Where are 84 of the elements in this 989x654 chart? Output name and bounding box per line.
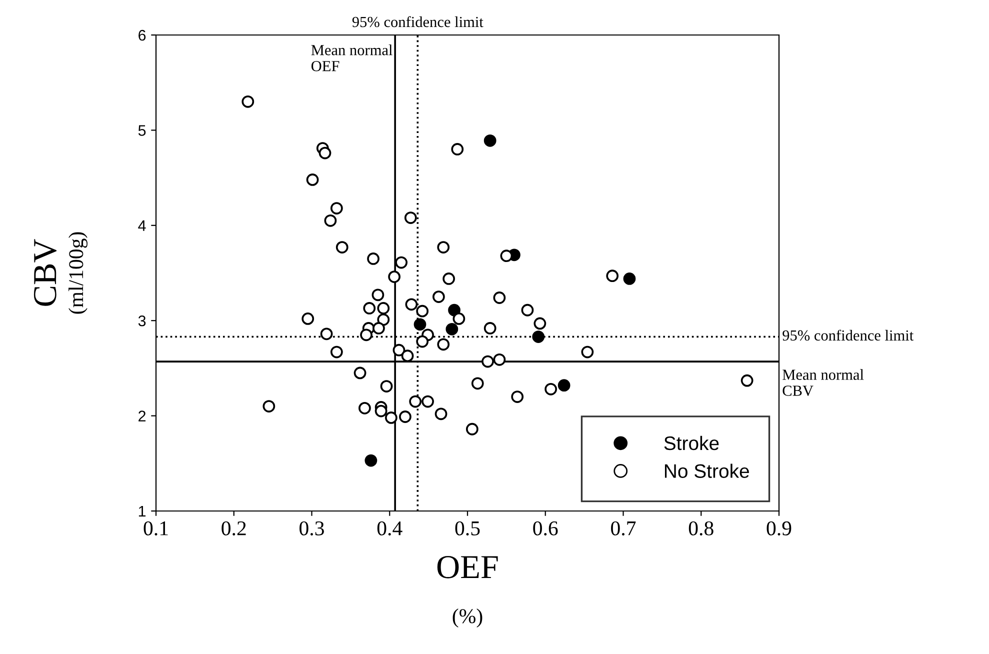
point [302,312,314,325]
point [532,330,545,343]
x-tick-label: 0.9 [766,521,792,536]
point [581,346,594,358]
ref-line-label: 95% confidence limit [352,16,484,28]
point [452,312,466,325]
y-tick-label: 2 [138,410,146,422]
point [558,379,570,392]
point [414,318,426,331]
x-tick-label: 0.7 [611,521,636,536]
legend-label: Stroke [664,436,719,450]
point [521,304,534,316]
point [437,241,450,254]
point [336,241,348,254]
point [401,350,414,362]
point [380,380,393,392]
point [405,298,418,311]
point [404,212,417,224]
y-tick-label: 4 [138,220,146,231]
point [324,214,337,227]
x-tick-label: 0.3 [300,521,324,536]
point [434,408,448,420]
point [409,395,422,408]
point [395,256,408,269]
point [262,400,276,412]
y-axis-title: CBV (ml/100g) [34,232,88,314]
legend-label: No Stroke [664,464,749,478]
point [446,322,458,336]
point [330,202,343,214]
point [360,328,372,342]
point [484,134,496,147]
x-tick-label: 0.8 [688,521,714,536]
ref-line-label: Mean normal OEF [311,44,392,72]
point [482,355,494,368]
point [416,304,429,318]
point [364,454,378,467]
point [330,346,343,358]
point [432,290,445,303]
point [493,292,506,304]
x-tick-label: 0.6 [533,521,558,536]
point [374,404,388,418]
ref-line-label: Mean normal CBV [782,369,864,396]
point [437,338,450,351]
point [534,317,546,330]
point [399,410,412,423]
point [320,328,333,340]
point [242,95,254,108]
point [372,322,385,334]
point [372,288,384,302]
x-tick-label: 0.1 [144,521,168,536]
y-tick-label: 3 [138,315,146,326]
point [606,270,619,282]
point [466,422,478,436]
point [318,146,332,160]
point [740,374,754,387]
x-axis-title: OEF (%) [437,556,498,628]
point [363,302,376,314]
point [392,344,406,356]
point [623,272,636,285]
point [448,304,460,316]
point [358,402,371,414]
point [416,335,429,348]
point [306,174,319,186]
point [484,322,496,334]
point [388,270,400,283]
y-tick-label: 6 [138,30,146,41]
point [451,143,464,156]
point [442,272,456,285]
point [471,377,484,390]
point [384,412,398,424]
point [493,353,506,366]
point [544,382,558,396]
point [377,313,390,326]
point [511,390,524,403]
y-tick-label: 1 [138,506,146,517]
ref-line-label: 95% confidence limit [782,330,914,341]
x-tick-label: 0.5 [455,521,480,536]
point [377,302,390,314]
x-tick-label: 0.4 [377,521,402,536]
x-tick-label: 0.2 [222,521,246,536]
point [422,395,434,408]
point [367,252,380,265]
y-tick-label: 5 [138,125,146,136]
point [354,366,366,380]
